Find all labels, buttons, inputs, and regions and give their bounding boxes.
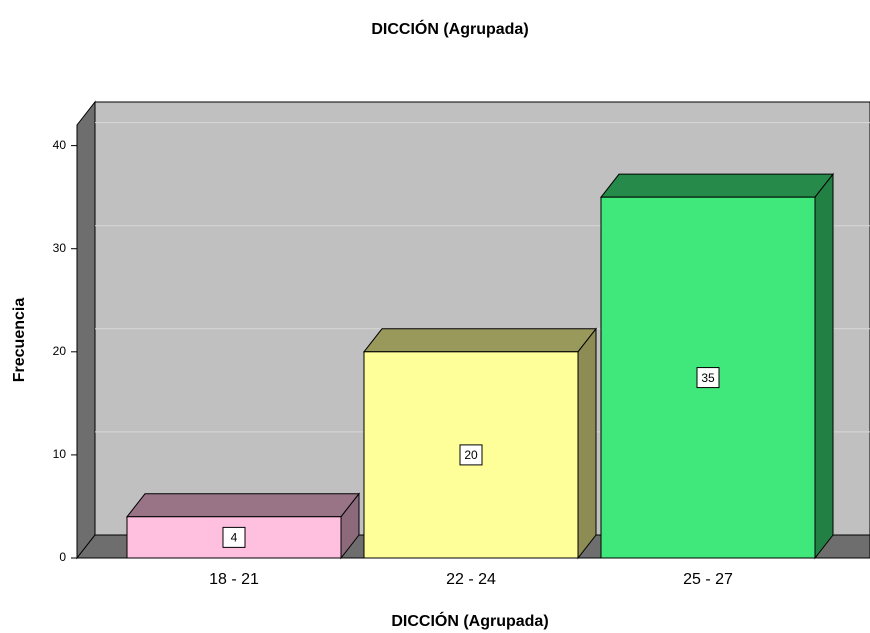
value-label: 4 [231,531,238,545]
y-tick-label: 30 [53,241,67,255]
bar-side [814,172,834,560]
y-tick-label: 20 [53,344,67,358]
x-axis-label: DICCIÓN (Agrupada) [391,611,548,630]
bar [599,172,835,560]
x-tick-label: 22 - 24 [446,571,496,588]
y-tick-label: 0 [59,550,66,564]
left-wall [76,100,96,560]
bar-side [577,327,597,560]
chart-title: DICCIÓN (Agrupada) [371,19,528,38]
value-label-box [459,444,483,466]
bar [125,492,361,560]
y-tick-label: 40 [53,138,67,152]
y-axis-label: Frecuencia [11,298,28,383]
value-label-box [222,526,246,548]
x-tick-label: 18 - 21 [209,571,259,588]
bar-top [125,493,361,518]
bar [362,327,598,560]
bar-top [362,328,598,353]
y-tick-label: 10 [53,447,67,461]
bar-top [599,173,835,198]
value-label: 20 [464,448,478,462]
x-tick-label: 25 - 27 [683,571,733,588]
value-label-box [696,367,720,389]
value-label: 35 [701,371,715,385]
